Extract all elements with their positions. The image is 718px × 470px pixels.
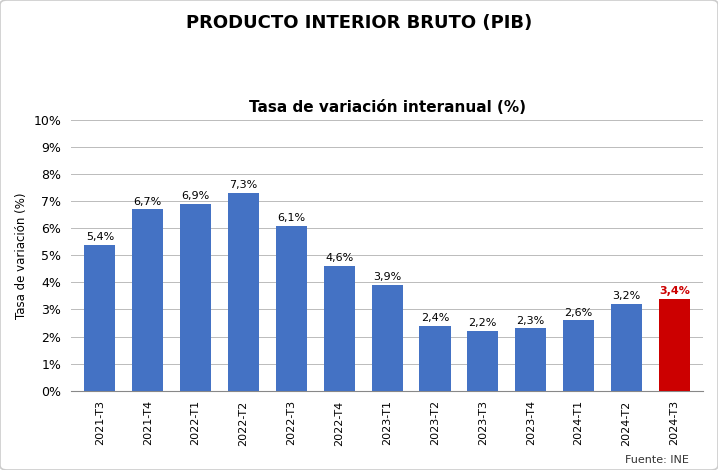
Text: PRODUCTO INTERIOR BRUTO (PIB): PRODUCTO INTERIOR BRUTO (PIB) xyxy=(186,14,532,32)
Text: 3,2%: 3,2% xyxy=(612,291,640,301)
Y-axis label: Tasa de variación (%): Tasa de variación (%) xyxy=(15,192,28,319)
Text: 4,6%: 4,6% xyxy=(325,253,353,264)
Bar xyxy=(371,285,403,391)
Bar xyxy=(180,204,211,391)
Text: 2,2%: 2,2% xyxy=(469,318,497,329)
Bar xyxy=(563,320,594,391)
Bar xyxy=(419,326,450,391)
Bar xyxy=(84,244,116,391)
Title: Tasa de variación interanual (%): Tasa de variación interanual (%) xyxy=(248,100,526,115)
Text: Fuente: INE: Fuente: INE xyxy=(625,455,689,465)
Text: 2,6%: 2,6% xyxy=(564,307,592,318)
Text: 3,4%: 3,4% xyxy=(659,286,690,296)
Bar xyxy=(228,193,259,391)
Text: 6,9%: 6,9% xyxy=(182,191,210,201)
Text: 2,4%: 2,4% xyxy=(421,313,449,323)
Text: 3,9%: 3,9% xyxy=(373,273,401,282)
Bar xyxy=(276,226,307,391)
Text: 6,1%: 6,1% xyxy=(277,213,305,223)
Text: 6,7%: 6,7% xyxy=(134,196,162,207)
Text: 5,4%: 5,4% xyxy=(85,232,114,242)
Bar xyxy=(132,209,163,391)
Bar xyxy=(467,331,498,391)
Bar xyxy=(515,329,546,391)
Bar xyxy=(611,304,642,391)
Text: 7,3%: 7,3% xyxy=(229,180,258,190)
Bar xyxy=(658,298,690,391)
Bar xyxy=(324,266,355,391)
Text: 2,3%: 2,3% xyxy=(516,316,545,326)
